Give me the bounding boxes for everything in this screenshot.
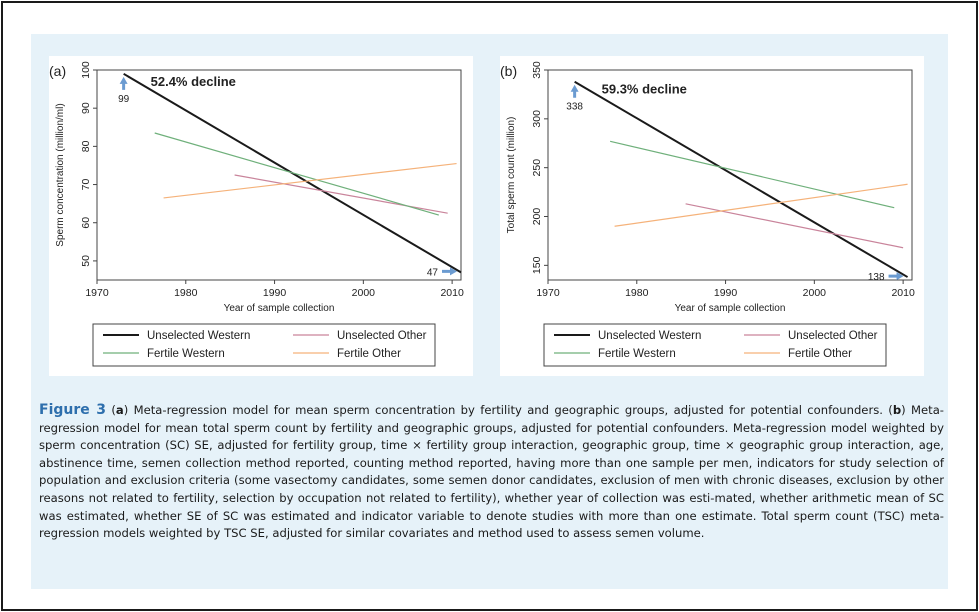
chart-b-xlabel: Year of sample collection	[675, 303, 786, 314]
chart-b-ytick-label-4: 350	[531, 61, 543, 79]
chart-b-end-value: 138	[868, 272, 885, 283]
chart-a-ytick-label-3: 80	[80, 140, 92, 152]
chart-a-ytick-label-0: 50	[80, 255, 92, 267]
chart-a-end-value: 47	[427, 267, 439, 278]
caption-text-a: Meta-regression model for mean sperm con…	[128, 403, 889, 417]
chart-a-ytick-label-5: 100	[80, 61, 92, 79]
chart-a-ytick-label-4: 90	[80, 102, 92, 114]
chart-a-xlabel: Year of sample collection	[224, 303, 335, 314]
caption-text-b: Meta-regression model for mean total spe…	[39, 403, 944, 541]
chart-a-legend-label-unselected-other: Unselected Other	[337, 330, 427, 342]
chart-b-ylabel: Total sperm count (million)	[506, 117, 517, 234]
chart-a-end-arrow-icon	[442, 267, 457, 276]
chart-a-legend-box	[92, 323, 436, 367]
chart-b-xtick-label-0: 1970	[536, 287, 560, 299]
chart-a-legend-label-fertile-other: Fertile Other	[337, 348, 401, 360]
chart-b-series-fertile-western	[610, 140, 895, 209]
caption-part-b-label: b	[892, 403, 902, 417]
chart-a-ylabel: Sperm concentration (million/ml)	[55, 103, 66, 246]
chart-b-start-arrow-icon	[570, 84, 579, 98]
chart-b-legend-box	[543, 323, 887, 367]
chart-b-xtick-label-4: 2010	[891, 287, 915, 299]
chart-b-legend-label-unselected-western: Unselected Western	[598, 330, 701, 342]
chart-a-xtick-label-2: 1990	[263, 287, 287, 299]
chart-b-xtick-label-1: 1980	[625, 287, 649, 299]
chart-b-ytick-label-2: 250	[531, 159, 543, 177]
chart-a-start-arrow-icon	[119, 76, 128, 90]
chart-b-legend-label-unselected-other: Unselected Other	[788, 330, 878, 342]
chart-a-legend-label-fertile-western: Fertile Western	[147, 348, 225, 360]
chart-b-legend-label-fertile-western: Fertile Western	[598, 348, 676, 360]
chart-a-start-value: 99	[118, 94, 130, 105]
chart-a-decline-annotation: 52.4% decline	[151, 74, 236, 89]
chart-b-end-arrow-icon	[888, 272, 904, 281]
chart-a-series-unselected-other	[234, 174, 448, 214]
chart-a-series-fertile-other	[163, 162, 457, 199]
chart-a-panel-label: (a)	[49, 63, 66, 79]
chart-a-ytick-label-2: 70	[80, 179, 92, 191]
chart-b-panel-label: (b)	[500, 63, 517, 79]
chart-b-series-unselected-western	[574, 80, 909, 278]
chart-b-xtick-label-3: 2000	[803, 287, 827, 299]
chart-panel-a: 50 60 70 80 90 100 1970 1980 1990 2000 2010 Year of…	[49, 56, 473, 376]
chart-panel-b: 150 200 250 300 350 1970 1980 1990 2000 2010 Year …	[500, 56, 924, 376]
figure-caption: Figure 3 (a) Meta-regression model for m…	[39, 402, 944, 541]
chart-b-ytick-label-0: 150	[531, 256, 543, 274]
chart-a-series-fertile-western	[154, 132, 439, 216]
chart-b-svg: 150 200 250 300 350 1970 1980 1990 2000 2010 Year …	[500, 61, 915, 367]
chart-b-decline-annotation: 59.3% decline	[602, 82, 687, 97]
chart-b-xtick-label-2: 1990	[714, 287, 738, 299]
chart-a-xtick-label-4: 2010	[440, 287, 464, 299]
chart-a-plot-frame	[96, 69, 462, 281]
figure-label: Figure 3	[39, 402, 107, 418]
chart-b-ytick-label-3: 300	[531, 110, 543, 128]
caption-part-a-label: a	[115, 403, 124, 417]
chart-b-series-fertile-other	[614, 183, 908, 227]
chart-b-start-value: 338	[566, 102, 583, 113]
chart-b-plot-frame	[547, 69, 913, 281]
chart-a-ytick-label-1: 60	[80, 217, 92, 229]
chart-a-legend-label-unselected-western: Unselected Western	[147, 330, 250, 342]
chart-a-xtick-label-3: 2000	[352, 287, 376, 299]
chart-b-legend-label-fertile-other: Fertile Other	[788, 348, 852, 360]
chart-b-ytick-label-1: 200	[531, 208, 543, 226]
chart-a-xtick-label-1: 1980	[174, 287, 198, 299]
chart-a-svg: 50 60 70 80 90 100 1970 1980 1990 2000 2010 Year of…	[49, 61, 464, 367]
chart-a-xtick-label-0: 1970	[85, 287, 109, 299]
